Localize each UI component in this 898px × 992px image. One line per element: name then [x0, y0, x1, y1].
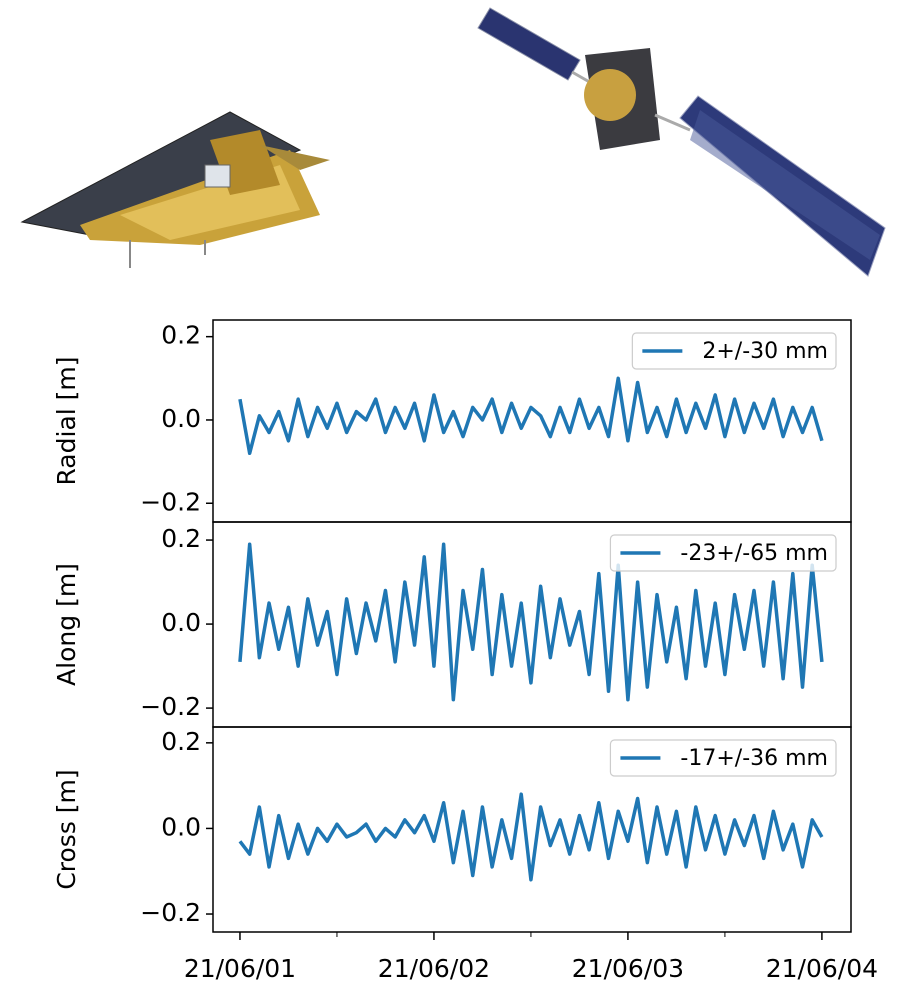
satellite-left	[22, 112, 330, 268]
figure: −0.2 0.0 0.2 Radial [m] 2+/-30 mm −0.2 0.0 0.2 A…	[0, 0, 898, 988]
y-tick-label: −0.2	[140, 692, 201, 721]
x-tick-label: 21/06/02	[378, 954, 490, 983]
y-tick-label: −0.2	[140, 898, 201, 927]
y-tick-label: −0.2	[140, 487, 201, 516]
satellite-right	[478, 8, 885, 276]
page: −0.2 0.0 0.2 Radial [m] 2+/-30 mm −0.2 0.0 0.2 A…	[0, 0, 898, 992]
x-tick-label: 21/06/03	[572, 954, 684, 983]
y-tick-label: 0.2	[161, 321, 201, 350]
y-tick-label: 0.2	[161, 727, 201, 756]
y-axis-label: Radial [m]	[52, 356, 81, 485]
y-tick-label: 0.0	[161, 404, 201, 433]
y-tick-label: 0.2	[161, 524, 201, 553]
y-tick-label: 0.0	[161, 608, 201, 637]
legend-label: -17+/-36 mm	[680, 746, 828, 771]
x-tick-label: 21/06/04	[766, 954, 878, 983]
legend-label: -23+/-65 mm	[680, 541, 828, 566]
y-axis-label: Along [m]	[52, 563, 81, 686]
x-tick-label: 21/06/01	[184, 954, 296, 983]
y-tick-label: 0.0	[161, 812, 201, 841]
legend-label: 2+/-30 mm	[702, 339, 828, 364]
data-line	[240, 378, 822, 453]
y-axis-label: Cross [m]	[52, 769, 81, 889]
data-line	[240, 794, 822, 880]
